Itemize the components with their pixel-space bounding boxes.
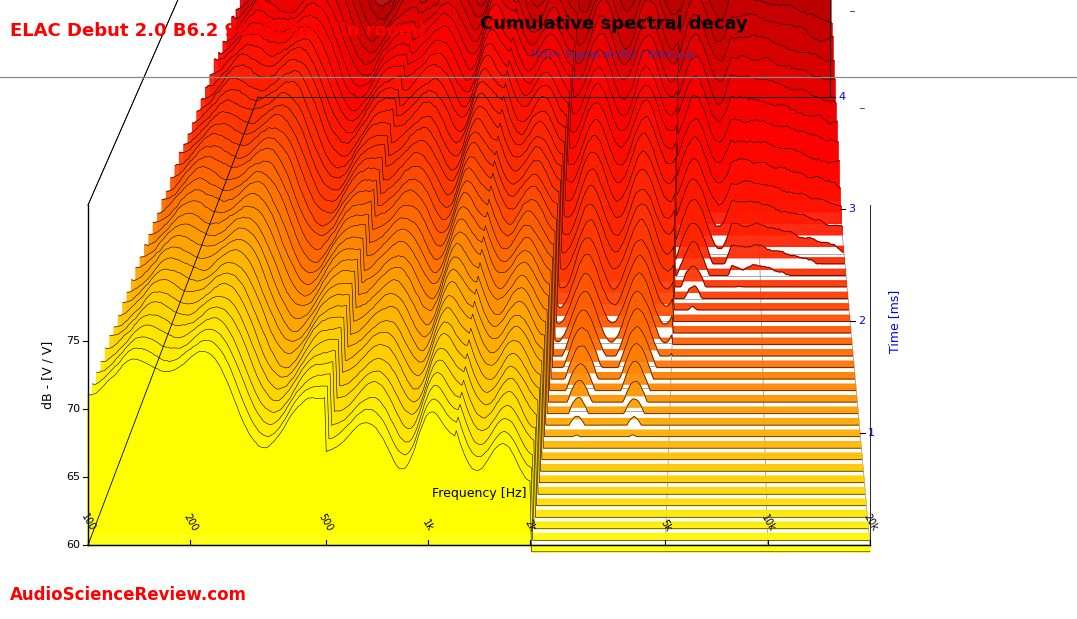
Polygon shape xyxy=(93,340,869,540)
Text: 100: 100 xyxy=(79,512,97,533)
Text: 70: 70 xyxy=(66,404,80,414)
Text: 5k: 5k xyxy=(658,517,673,533)
Polygon shape xyxy=(127,250,861,448)
Polygon shape xyxy=(114,283,864,483)
Text: 3: 3 xyxy=(848,204,855,214)
Polygon shape xyxy=(171,137,851,333)
Polygon shape xyxy=(240,0,834,143)
Text: 2k: 2k xyxy=(522,517,537,533)
Polygon shape xyxy=(131,240,859,436)
Polygon shape xyxy=(227,0,837,178)
Polygon shape xyxy=(232,0,836,166)
Polygon shape xyxy=(254,0,831,108)
Polygon shape xyxy=(153,182,855,379)
Polygon shape xyxy=(136,228,858,425)
Polygon shape xyxy=(163,161,853,356)
Polygon shape xyxy=(97,329,868,529)
Polygon shape xyxy=(236,0,835,154)
Text: Cumulative spectral decay: Cumulative spectral decay xyxy=(480,15,747,33)
Text: dB - [V / V]: dB - [V / V] xyxy=(42,341,55,409)
Polygon shape xyxy=(193,81,845,275)
Polygon shape xyxy=(249,0,833,120)
Text: 1k: 1k xyxy=(421,518,435,533)
Polygon shape xyxy=(223,3,838,189)
Text: Time [ms]: Time [ms] xyxy=(889,289,901,353)
Polygon shape xyxy=(210,38,841,223)
Polygon shape xyxy=(188,92,847,287)
Polygon shape xyxy=(144,206,856,402)
Text: 2: 2 xyxy=(858,316,865,326)
Polygon shape xyxy=(219,15,839,201)
Text: AudioScienceReview.com: AudioScienceReview.com xyxy=(10,586,247,604)
Polygon shape xyxy=(88,352,870,552)
Text: 75: 75 xyxy=(66,336,80,346)
Text: 200: 200 xyxy=(181,512,199,533)
Polygon shape xyxy=(180,115,849,310)
Polygon shape xyxy=(118,273,863,471)
Text: ELAC Debut 2.0 B6.2 96 dB SPL (in room): ELAC Debut 2.0 B6.2 96 dB SPL (in room) xyxy=(10,22,426,40)
Polygon shape xyxy=(258,0,830,97)
Polygon shape xyxy=(201,59,843,253)
Polygon shape xyxy=(149,193,855,391)
Polygon shape xyxy=(140,217,857,413)
Polygon shape xyxy=(101,318,867,517)
Polygon shape xyxy=(110,296,865,494)
Text: 60: 60 xyxy=(66,540,80,550)
Text: 65: 65 xyxy=(66,472,80,482)
Polygon shape xyxy=(106,307,866,506)
Polygon shape xyxy=(123,262,862,460)
Text: Frequency [Hz]: Frequency [Hz] xyxy=(432,487,527,500)
Text: 10k: 10k xyxy=(759,513,777,533)
Polygon shape xyxy=(197,71,844,264)
Polygon shape xyxy=(184,105,848,298)
Text: 500: 500 xyxy=(317,512,335,533)
Polygon shape xyxy=(244,0,834,131)
Text: H(f)= Signal at IN2 / Stimulus: H(f)= Signal at IN2 / Stimulus xyxy=(531,50,697,59)
Text: 4: 4 xyxy=(838,92,845,102)
Text: 20k: 20k xyxy=(862,513,879,533)
Polygon shape xyxy=(167,149,852,345)
Polygon shape xyxy=(206,47,842,235)
Polygon shape xyxy=(214,26,840,212)
Polygon shape xyxy=(176,128,850,321)
Polygon shape xyxy=(157,171,854,368)
Text: 1: 1 xyxy=(868,428,875,438)
